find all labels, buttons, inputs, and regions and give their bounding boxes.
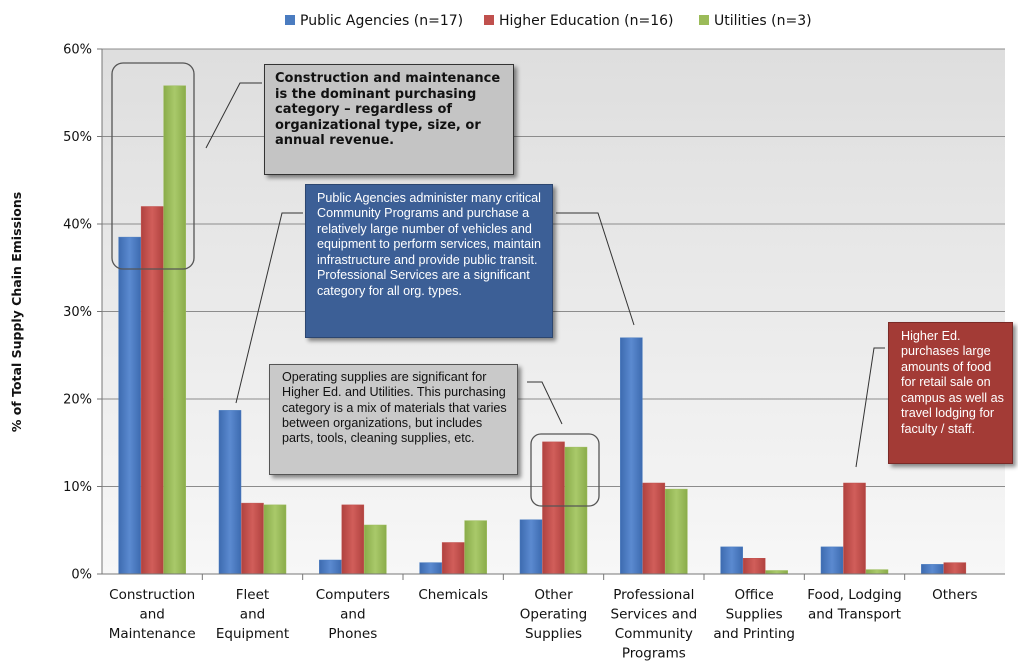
bar-higher-education bbox=[843, 482, 866, 575]
y-tick-label: 60% bbox=[63, 43, 92, 58]
bar-higher-education bbox=[241, 502, 264, 575]
bar-utilities bbox=[263, 504, 287, 575]
y-tick-label: 30% bbox=[63, 305, 92, 320]
bar-utilities bbox=[163, 85, 186, 575]
bars bbox=[118, 85, 967, 575]
bar-public-agencies bbox=[820, 546, 844, 575]
y-tick-labels: 0% 10% 20% 30% 40% 50% 60% bbox=[63, 43, 92, 583]
bar-public-agencies bbox=[720, 546, 743, 575]
annotation-construction: Construction and maintenance is the domi… bbox=[264, 64, 514, 175]
category-label: Office Supplies and Printing bbox=[713, 587, 795, 642]
legend: Public Agencies (n=17) Higher Education (… bbox=[285, 13, 812, 29]
leader-construction bbox=[205, 82, 262, 149]
bar-public-agencies bbox=[519, 519, 543, 575]
bar-higher-education bbox=[341, 504, 365, 575]
category-label: Fleet and Equipment bbox=[216, 587, 289, 642]
bar-higher-education bbox=[943, 562, 967, 575]
annotation-public-agencies: Public Agencies administer many critical… bbox=[305, 184, 553, 338]
legend-label: Utilities (n=3) bbox=[714, 13, 812, 29]
category-labels: Construction and Maintenance Fleet and Equipm… bbox=[109, 587, 978, 662]
leader-food bbox=[855, 347, 885, 468]
y-tick-label: 0% bbox=[71, 568, 92, 583]
category-label: Food, Lodging and Transport bbox=[807, 587, 902, 623]
y-tick-label: 10% bbox=[63, 480, 92, 495]
category-label: Other Operating Supplies bbox=[520, 587, 588, 642]
legend-swatch bbox=[699, 15, 709, 25]
bar-higher-education bbox=[441, 542, 465, 575]
category-label: Others bbox=[932, 587, 977, 603]
bar-utilities bbox=[364, 524, 387, 575]
category-label: Professional Services and Community Program… bbox=[611, 587, 698, 662]
leader-professional bbox=[556, 212, 635, 326]
category-label: Computers and Phones bbox=[316, 587, 390, 642]
leader-fleet bbox=[235, 212, 303, 404]
bar-higher-education bbox=[140, 206, 164, 575]
category-label: Chemicals bbox=[418, 587, 488, 603]
bar-higher-education bbox=[742, 558, 766, 575]
bar-public-agencies bbox=[921, 564, 944, 575]
bar-public-agencies bbox=[419, 562, 442, 575]
y-tick-label: 20% bbox=[63, 393, 92, 408]
bar-utilities bbox=[464, 520, 487, 575]
highlight-operating-supplies bbox=[530, 433, 600, 507]
legend-swatch bbox=[285, 15, 295, 25]
y-tick-label: 50% bbox=[63, 130, 92, 145]
bar-higher-education bbox=[542, 441, 565, 575]
bar-utilities bbox=[564, 446, 588, 575]
bar-public-agencies bbox=[319, 559, 342, 575]
bar-higher-education bbox=[642, 482, 666, 575]
bar-public-agencies bbox=[218, 410, 242, 575]
legend-label: Public Agencies (n=17) bbox=[300, 13, 463, 29]
bar-public-agencies bbox=[118, 236, 141, 575]
bar-utilities bbox=[865, 569, 889, 575]
annotation-operating-supplies: Operating supplies are significant for H… bbox=[269, 364, 518, 475]
bar-utilities bbox=[765, 570, 788, 575]
y-axis-label: % of Total Supply Chain Emissions bbox=[9, 192, 24, 432]
highlight-construction bbox=[111, 62, 195, 270]
bar-utilities bbox=[665, 488, 688, 575]
legend-swatch bbox=[484, 15, 494, 25]
y-tick-label: 40% bbox=[63, 218, 92, 233]
bar-public-agencies bbox=[620, 337, 643, 575]
axes bbox=[101, 49, 1005, 580]
legend-label: Higher Education (n=16) bbox=[499, 13, 674, 29]
leader-operating bbox=[527, 381, 563, 425]
category-label: Construction and Maintenance bbox=[109, 587, 196, 642]
annotation-higher-ed: Higher Ed. purchases large amounts of fo… bbox=[888, 322, 1013, 464]
